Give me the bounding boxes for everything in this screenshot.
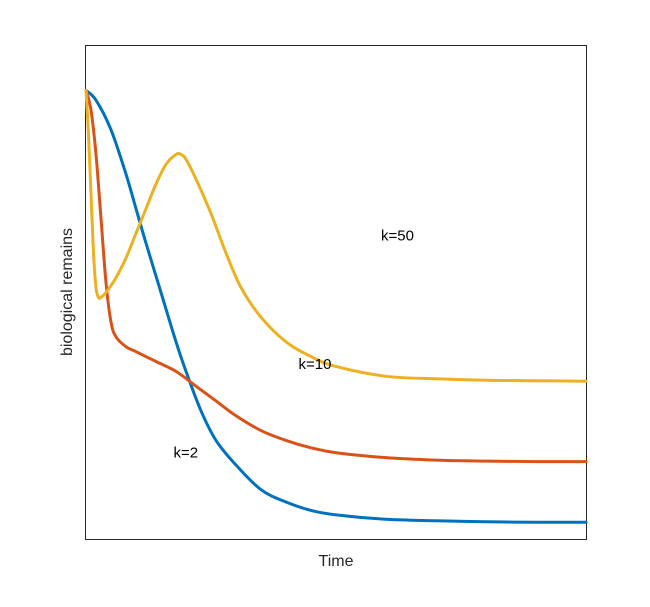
series-line-3 bbox=[84, 88, 588, 383]
series-layer bbox=[84, 88, 588, 524]
plot-area-frame bbox=[85, 45, 587, 540]
curve-annotation-3: k=2 bbox=[174, 445, 199, 462]
y-axis-label: biological remains bbox=[59, 228, 76, 356]
series-line-2 bbox=[84, 88, 588, 464]
annotation-layer: k=50 k=10 k=2 bbox=[174, 228, 414, 462]
curve-annotation-2: k=10 bbox=[299, 356, 332, 373]
curve-annotation-1: k=50 bbox=[381, 228, 414, 245]
series-line-1 bbox=[84, 88, 588, 524]
x-axis-label: Time bbox=[319, 553, 354, 570]
